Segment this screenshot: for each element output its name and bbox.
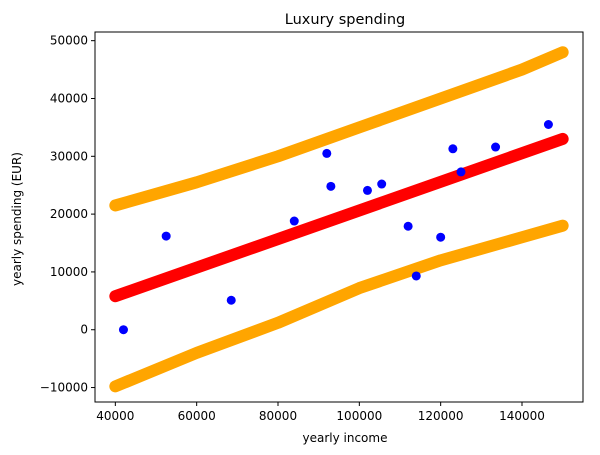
data-point [543,120,553,129]
y-tick-label: 50000 [50,34,88,48]
data-point [456,167,466,177]
y-tick-label: 40000 [50,91,88,105]
data-point [448,144,458,154]
plot-area [109,46,569,393]
data-point [411,271,421,281]
series-group [109,46,569,393]
data-point [226,295,236,305]
data-point [377,179,387,189]
x-tick-label: 120000 [418,409,464,423]
y-tick-label: −10000 [40,381,88,395]
x-axis-label: yearly income [303,431,388,445]
y-tick-label: 20000 [50,207,88,221]
x-tick-label: 60000 [178,409,216,423]
upper-band-line [109,46,569,212]
data-point [161,231,171,241]
axes: 40000 60000 80000 100000 120000 140000 −10000 0… [40,31,584,423]
data-point [362,185,372,195]
lower-band-line [109,219,569,393]
data-point [289,216,299,226]
x-tick-label: 40000 [96,409,134,423]
data-point [118,325,128,335]
y-tick-label: 30000 [50,149,88,163]
data-point [491,142,501,152]
data-point [403,221,413,231]
data-point [322,148,332,158]
x-tick-label: 80000 [259,409,297,423]
x-tick-label: 100000 [336,409,382,423]
axes-frame [94,31,584,403]
fit-line [109,132,569,303]
y-axis-label: yearly spending (EUR) [10,152,24,286]
y-tick-label: 0 [80,323,88,337]
data-point [436,232,446,242]
chart-title: Luxury spending [285,12,405,28]
x-tick-label: 140000 [499,409,545,423]
y-tick-label: 10000 [50,265,88,279]
data-point [326,181,336,191]
